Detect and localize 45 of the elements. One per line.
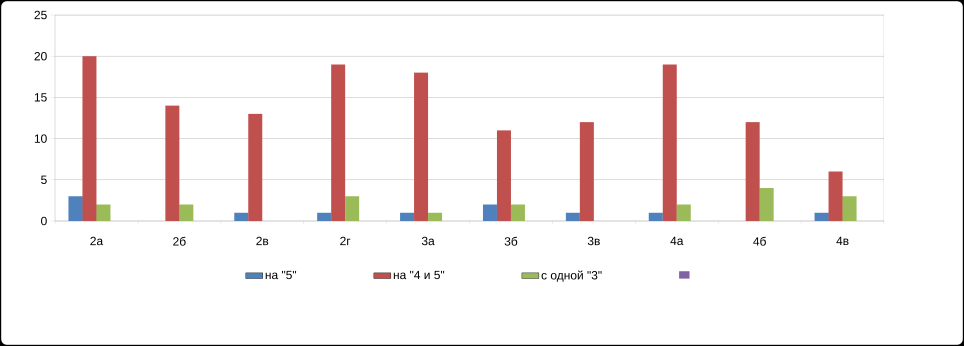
bar	[842, 196, 857, 221]
bar	[482, 204, 497, 221]
bar	[96, 204, 110, 221]
x-tick-label: 4в	[836, 236, 849, 245]
y-tick-label: 20	[34, 52, 47, 60]
bar	[760, 188, 774, 221]
x-tick-label: 2г	[340, 236, 350, 246]
bar	[165, 106, 180, 221]
bar	[566, 212, 580, 221]
legend-label: на "5"	[266, 270, 296, 280]
bar	[400, 212, 414, 221]
bar	[414, 72, 428, 221]
bar	[746, 122, 760, 221]
x-tick-label: 4б	[753, 236, 766, 246]
bar	[345, 196, 360, 221]
x-tick-label: 4а	[670, 236, 684, 246]
bar	[68, 196, 82, 221]
x-tick-label: 3а	[422, 236, 435, 246]
x-tick-label: 2б	[173, 236, 186, 246]
legend-label: на "4 и 5"	[394, 270, 444, 280]
legend-label: с одной "3"	[542, 270, 602, 282]
bar	[179, 204, 194, 221]
bar	[580, 122, 594, 221]
bar	[648, 212, 663, 221]
bar	[248, 114, 262, 221]
bar	[662, 64, 677, 221]
bar	[496, 130, 511, 221]
bar	[828, 172, 843, 221]
y-tick-label: 25	[34, 10, 47, 20]
bar	[510, 204, 525, 221]
bar	[317, 212, 332, 221]
bar	[82, 56, 96, 221]
bar	[676, 204, 691, 221]
y-tick-label: 15	[34, 93, 47, 102]
bar	[814, 212, 829, 221]
x-tick-label: 2в	[256, 236, 268, 246]
x-tick-label: 2а	[90, 236, 104, 246]
bar	[234, 212, 248, 221]
x-tick-label: 3в	[588, 236, 600, 246]
x-tick-label: 3б	[504, 236, 518, 246]
y-tick-label: 10	[34, 134, 47, 143]
y-tick-label: 5	[41, 176, 47, 184]
bar	[331, 64, 346, 221]
bar	[428, 212, 442, 221]
y-tick-label: 0	[41, 216, 47, 226]
